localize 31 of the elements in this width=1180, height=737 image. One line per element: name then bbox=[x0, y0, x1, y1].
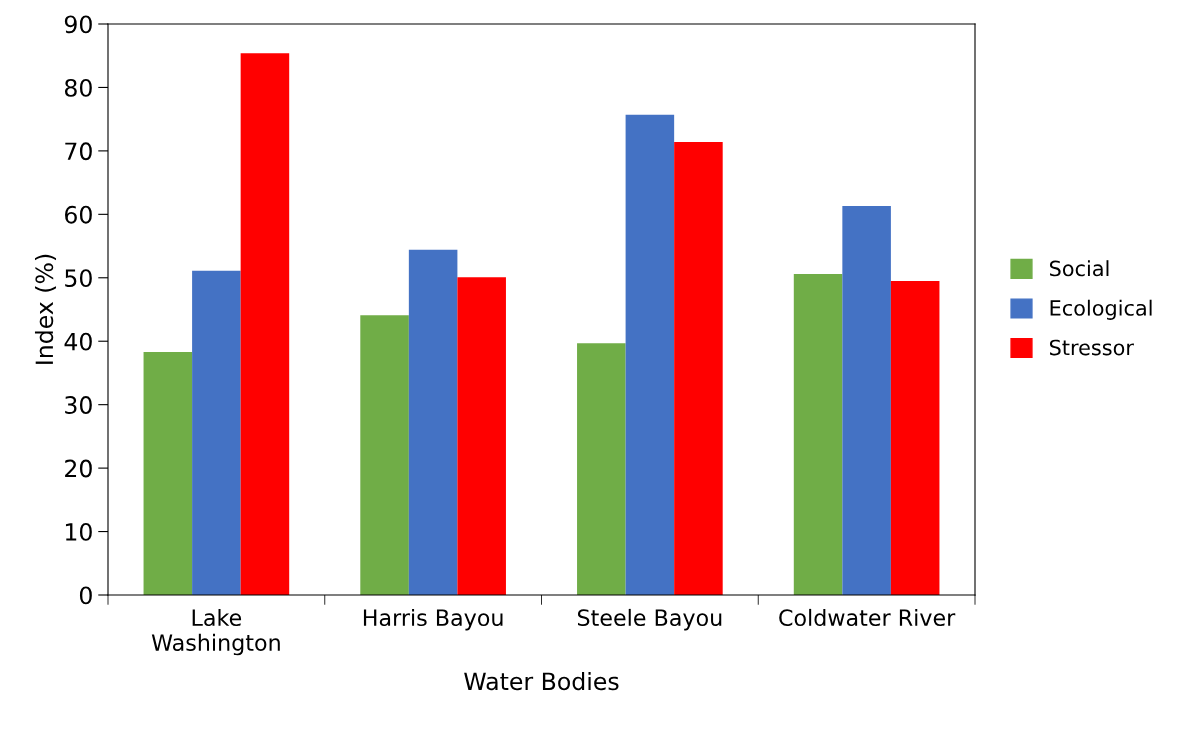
y-tick-label: 40 bbox=[64, 332, 92, 351]
y-axis-title: Index (%) bbox=[34, 254, 57, 364]
y-tick-label: 80 bbox=[64, 78, 92, 97]
bar bbox=[625, 114, 675, 595]
x-tick-label: Steele Bayou bbox=[577, 608, 722, 631]
y-tick-label: 70 bbox=[65, 142, 92, 161]
y-tick-label: 90 bbox=[64, 15, 92, 34]
bar bbox=[793, 273, 843, 595]
y-tick-label: 30 bbox=[65, 396, 92, 414]
bar bbox=[577, 343, 626, 595]
bar bbox=[842, 206, 891, 595]
y-tick-label: 20 bbox=[65, 459, 92, 478]
bar bbox=[360, 315, 409, 595]
x-axis-title: Water Bodies bbox=[464, 671, 619, 691]
x-tick-label: Harris Bayou bbox=[363, 608, 503, 631]
bar bbox=[890, 280, 940, 595]
bar bbox=[240, 53, 290, 595]
bar bbox=[143, 352, 193, 595]
bar bbox=[457, 277, 506, 595]
x-tick-label: Coldwater River bbox=[779, 608, 956, 627]
bar bbox=[192, 270, 241, 595]
y-tick-label: 50 bbox=[65, 269, 92, 288]
legend-label: Stressor bbox=[1049, 339, 1134, 356]
y-tick-label: 60 bbox=[65, 205, 92, 224]
bar bbox=[674, 142, 723, 595]
legend-label: Social bbox=[1049, 260, 1109, 277]
legend-label: Ecological bbox=[1050, 299, 1152, 320]
y-tick-label: 0 bbox=[79, 586, 92, 605]
x-tick-label: Lake Washington bbox=[151, 608, 280, 656]
y-tick-label: 10 bbox=[65, 523, 92, 541]
bar bbox=[408, 249, 458, 595]
